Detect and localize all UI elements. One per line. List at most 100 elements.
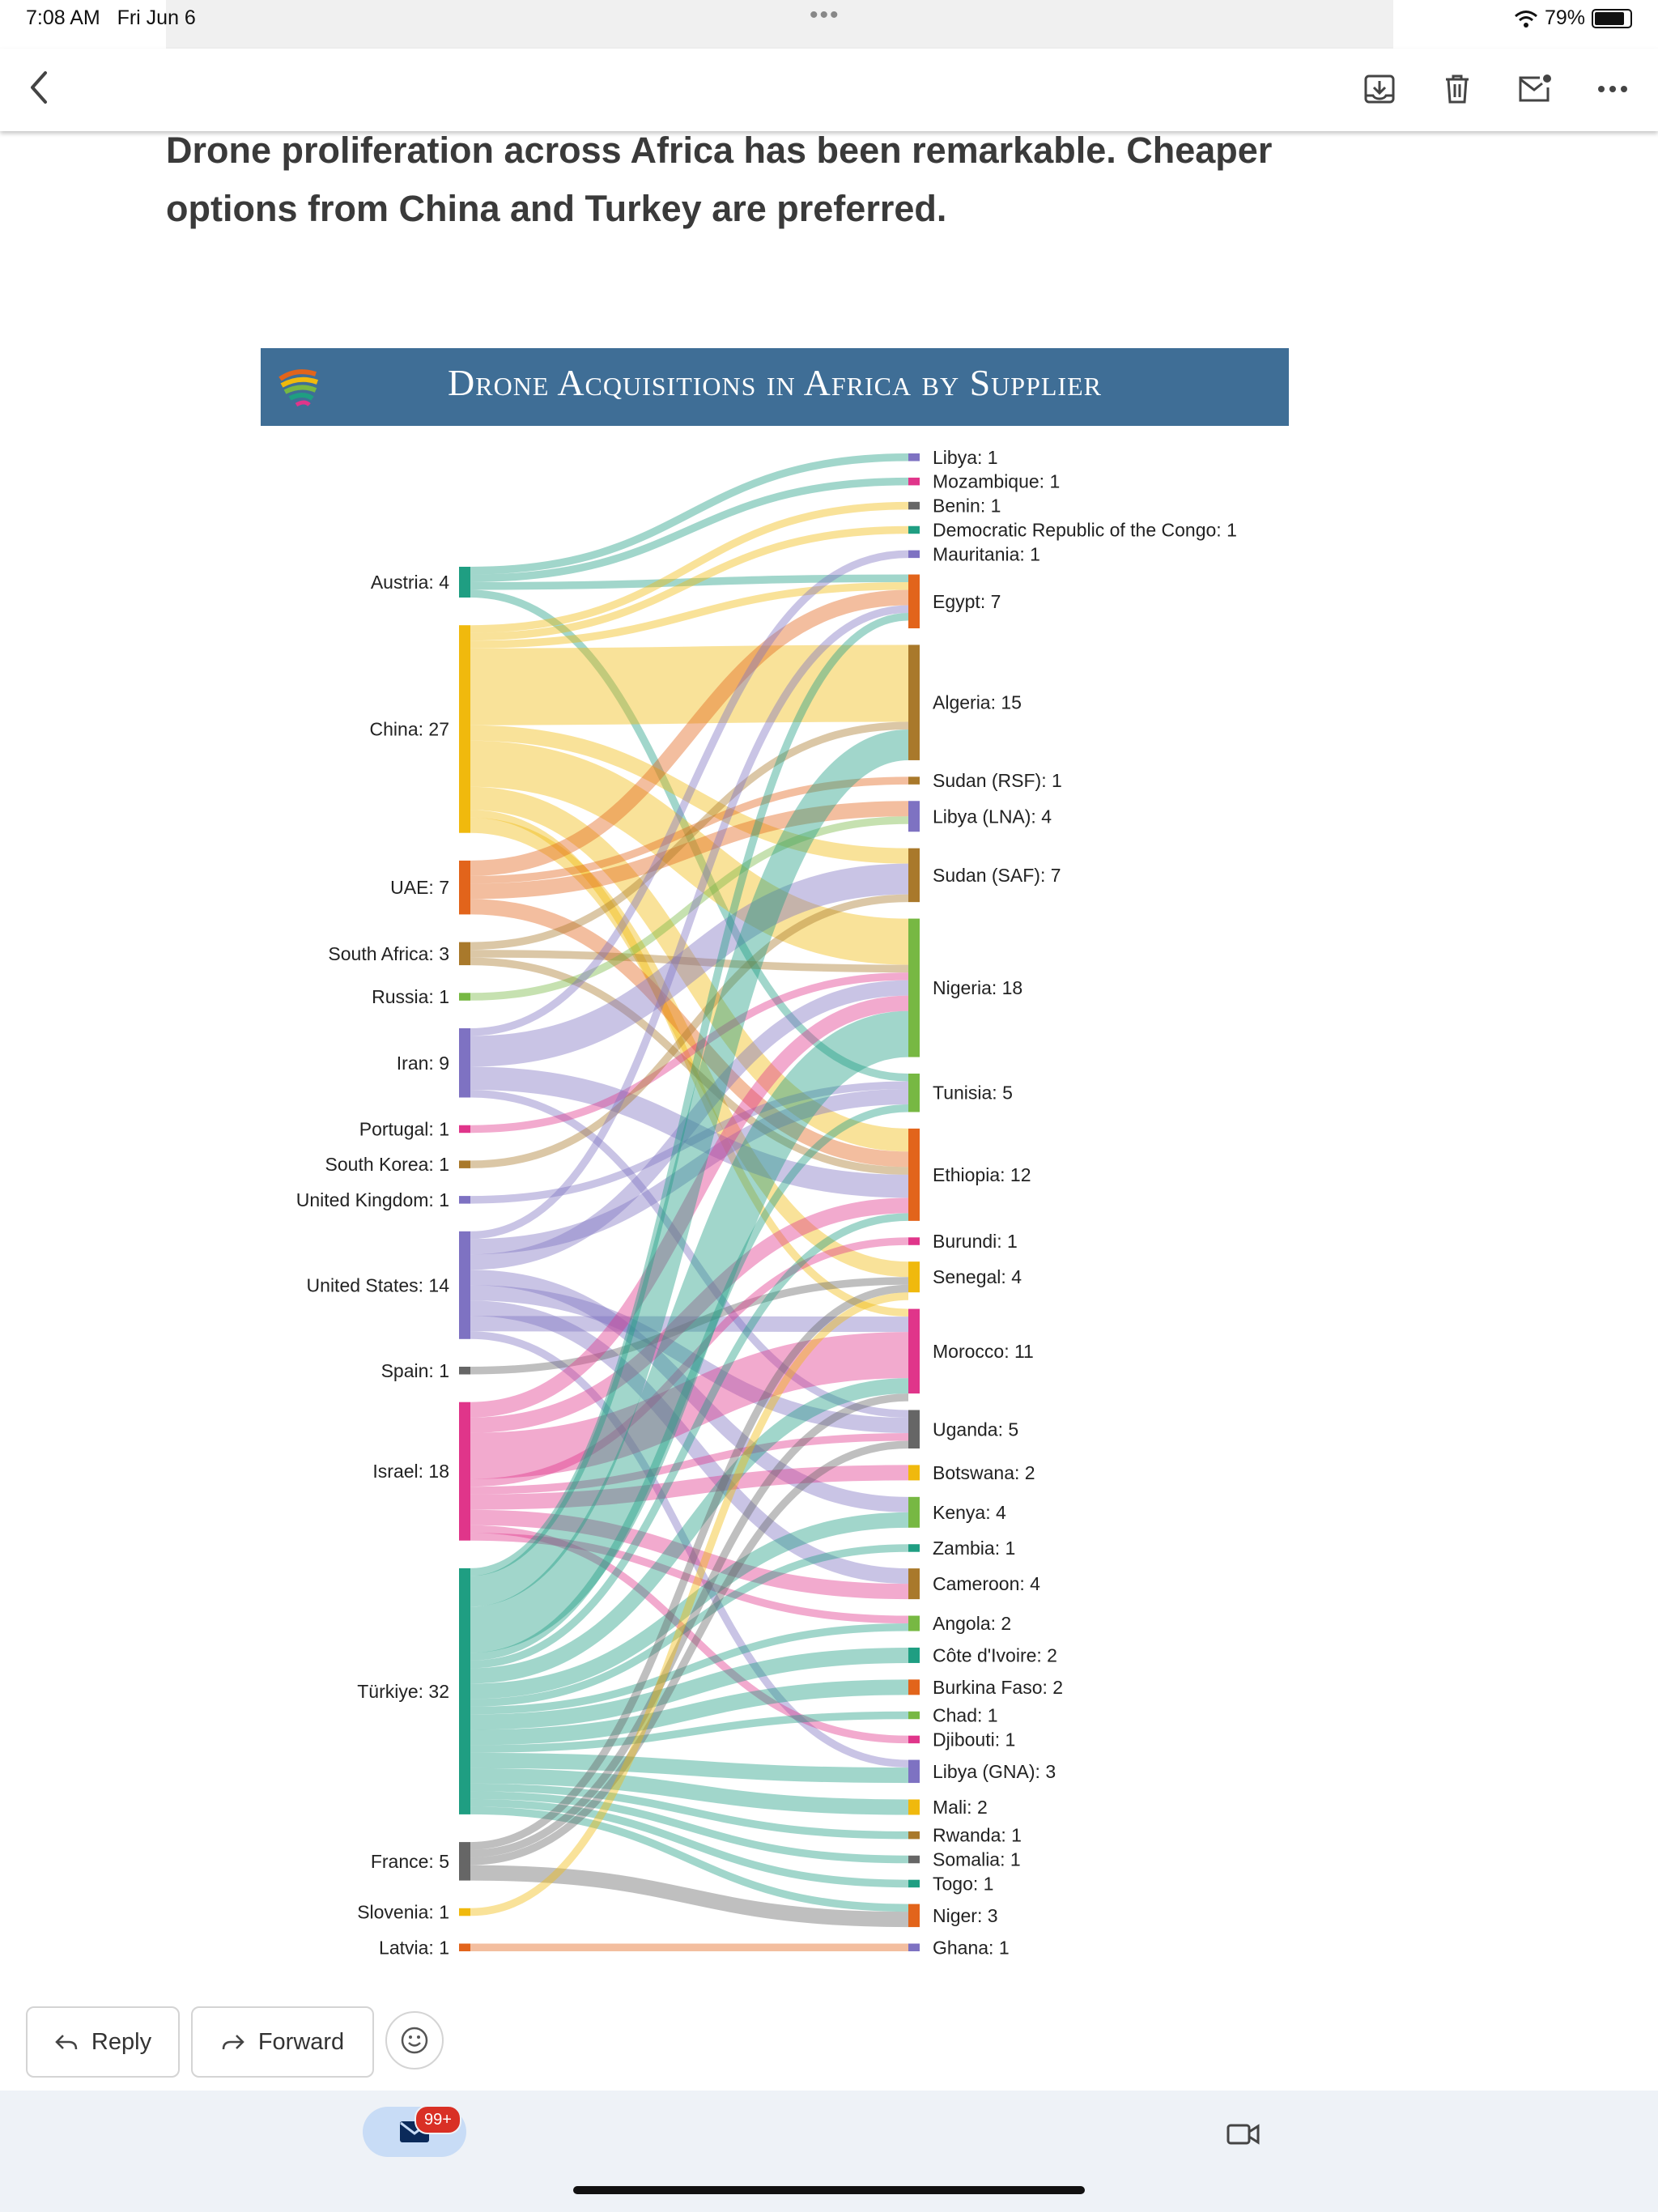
flow-link bbox=[470, 453, 909, 575]
status-bar: 7:08 AM Fri Jun 6 ••• 79% bbox=[0, 0, 1658, 39]
flow-link bbox=[470, 776, 909, 884]
source-label: Latvia: 1 bbox=[379, 1937, 449, 1958]
flow-link bbox=[470, 1783, 909, 1840]
target-label: Togo: 1 bbox=[933, 1873, 993, 1894]
flow-link bbox=[470, 863, 909, 1067]
flow-link bbox=[470, 1791, 909, 1864]
flow-link bbox=[470, 589, 909, 1082]
flow-link bbox=[470, 589, 909, 876]
flow-link bbox=[470, 1544, 909, 1707]
target-node bbox=[908, 1410, 920, 1448]
target-node bbox=[908, 477, 920, 486]
emoji-reaction-button[interactable] bbox=[385, 2011, 444, 2069]
source-node bbox=[459, 625, 470, 833]
target-node bbox=[908, 801, 920, 832]
flow-link bbox=[470, 1798, 909, 1888]
sankey-chart: Drone Acquisitions in Africa by Supplier… bbox=[261, 348, 1289, 1959]
source-node bbox=[459, 1231, 470, 1339]
smiley-icon bbox=[401, 2027, 428, 2054]
source-node bbox=[459, 993, 470, 1001]
flow-link bbox=[470, 1525, 909, 1744]
target-node bbox=[908, 848, 920, 903]
more-button[interactable] bbox=[1587, 63, 1639, 115]
flow-link bbox=[470, 477, 909, 582]
flow-link bbox=[470, 972, 909, 1134]
multitask-dots[interactable]: ••• bbox=[810, 2, 840, 28]
previous-message-strip bbox=[166, 0, 1393, 49]
target-node bbox=[908, 525, 920, 534]
source-node bbox=[459, 1196, 470, 1204]
unread-badge: 99+ bbox=[414, 2105, 461, 2134]
flow-link bbox=[470, 1331, 909, 1768]
delete-button[interactable] bbox=[1431, 63, 1483, 115]
target-label: Niger: 3 bbox=[933, 1905, 998, 1926]
flow-link bbox=[470, 1393, 909, 1858]
move-to-inbox-button[interactable] bbox=[1354, 63, 1405, 115]
chart-header: Drone Acquisitions in Africa by Supplier bbox=[261, 348, 1289, 426]
flow-link bbox=[470, 1440, 909, 1865]
source-node bbox=[459, 1402, 470, 1541]
source-node bbox=[459, 1943, 470, 1951]
target-label: Uganda: 5 bbox=[933, 1419, 1018, 1440]
target-node bbox=[908, 1799, 920, 1815]
source-label: Israel: 18 bbox=[372, 1461, 449, 1482]
status-time-date: 7:08 AM Fri Jun 6 bbox=[26, 6, 196, 29]
battery-percent: 79% bbox=[1544, 6, 1585, 29]
target-node bbox=[908, 1855, 920, 1864]
target-node bbox=[908, 918, 920, 1057]
forward-button[interactable]: Forward bbox=[191, 2006, 374, 2078]
flow-link bbox=[470, 525, 909, 641]
target-label: Algeria: 15 bbox=[933, 692, 1022, 713]
target-label: Libya (LNA): 4 bbox=[933, 806, 1052, 827]
flow-link bbox=[470, 721, 909, 951]
flow-link bbox=[469, 1010, 910, 1653]
forward-label: Forward bbox=[257, 2028, 345, 2055]
target-node bbox=[908, 1496, 920, 1528]
target-label: Egypt: 7 bbox=[933, 591, 1001, 612]
source-node bbox=[459, 1568, 470, 1814]
more-horizontal-icon bbox=[1598, 86, 1627, 92]
target-label: Mozambique: 1 bbox=[933, 471, 1060, 492]
flow-link bbox=[470, 899, 909, 1168]
africa-logo-icon bbox=[278, 369, 319, 407]
home-indicator bbox=[573, 2186, 1085, 2194]
flow-link bbox=[470, 613, 909, 1576]
flow-link bbox=[470, 957, 909, 1175]
email-toolbar bbox=[0, 49, 1658, 131]
flow-link bbox=[470, 725, 909, 864]
target-node bbox=[908, 1568, 920, 1600]
flow-link bbox=[469, 729, 910, 1607]
target-label: Libya: 1 bbox=[933, 447, 998, 468]
target-label: Cameroon: 4 bbox=[933, 1573, 1040, 1594]
source-node bbox=[459, 567, 470, 598]
source-label: South Korea: 1 bbox=[325, 1154, 449, 1175]
flow-link bbox=[470, 1277, 909, 1375]
flow-link bbox=[470, 817, 909, 1278]
flow-link bbox=[470, 1090, 909, 1418]
target-node bbox=[908, 550, 920, 559]
flow-link bbox=[470, 810, 909, 1317]
target-node bbox=[908, 1759, 920, 1784]
target-node bbox=[908, 1879, 920, 1888]
flow-link bbox=[470, 995, 909, 1418]
target-node bbox=[908, 776, 920, 785]
source-label: Türkiye: 32 bbox=[357, 1681, 449, 1702]
target-node bbox=[908, 1735, 920, 1744]
chart-title: Drone Acquisitions in Africa by Supplier bbox=[448, 362, 1102, 403]
source-node bbox=[459, 1125, 470, 1134]
flow-link bbox=[470, 1284, 909, 1850]
target-label: Burkina Faso: 2 bbox=[933, 1677, 1063, 1698]
forward-icon bbox=[222, 2035, 244, 2050]
source-label: Iran: 9 bbox=[397, 1053, 449, 1074]
target-label: Chad: 1 bbox=[933, 1705, 998, 1726]
target-label: Djibouti: 1 bbox=[933, 1729, 1015, 1750]
mark-unread-button[interactable] bbox=[1509, 63, 1561, 115]
meet-tab[interactable] bbox=[1219, 2113, 1268, 2155]
flow-link bbox=[470, 1752, 909, 1784]
message-actions: Reply Forward bbox=[0, 2000, 1658, 2081]
chevron-left-icon bbox=[31, 71, 47, 104]
target-label: Kenya: 4 bbox=[933, 1502, 1006, 1523]
back-button[interactable] bbox=[16, 63, 65, 112]
reply-button[interactable]: Reply bbox=[26, 2006, 180, 2078]
flow-link bbox=[470, 1270, 909, 1512]
